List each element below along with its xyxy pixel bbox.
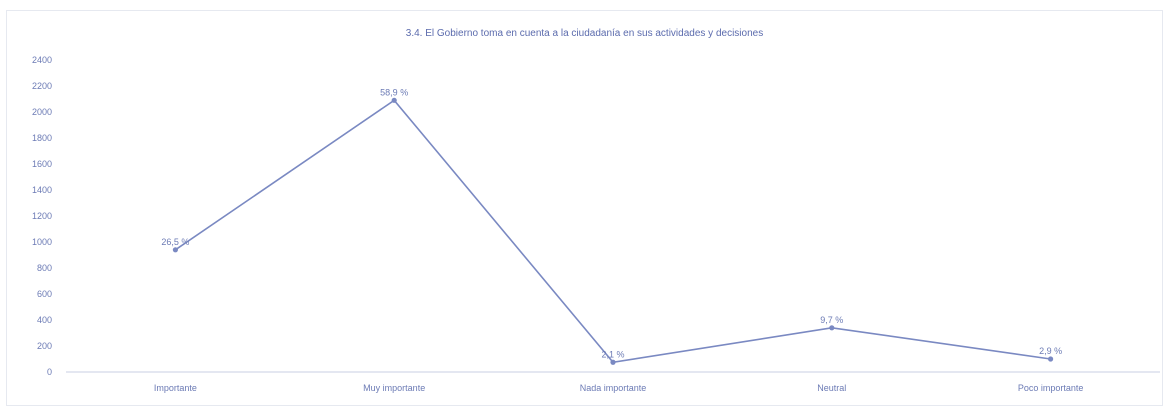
y-tick-label: 1000: [32, 237, 52, 247]
series-group: [172, 97, 1054, 365]
data-label: 2,1 %: [601, 349, 624, 359]
y-tick-label: 1200: [32, 211, 52, 221]
x-tick-label: Neutral: [817, 383, 846, 393]
data-labels: 26,5 % 58,9 % 2,1 % 9,7 % 2,9 %: [161, 87, 1062, 359]
chart-title: 3.4. El Gobierno toma en cuenta a la ciu…: [405, 28, 764, 39]
y-tick-label: 1600: [32, 159, 52, 169]
x-tick-label: Poco importante: [1018, 383, 1084, 393]
data-label: 9,7 %: [820, 315, 843, 325]
x-tick-label: Importante: [154, 383, 197, 393]
y-tick-label: 0: [47, 367, 52, 377]
data-point: [829, 325, 835, 331]
x-axis-ticks: Importante Muy importante Nada importante N…: [154, 383, 1083, 393]
y-tick-label: 600: [37, 289, 52, 299]
y-tick-label: 2000: [32, 107, 52, 117]
y-tick-label: 200: [37, 341, 52, 351]
y-tick-label: 2200: [32, 81, 52, 91]
y-tick-label: 1400: [32, 185, 52, 195]
x-tick-label: Nada importante: [580, 383, 647, 393]
data-point: [391, 97, 397, 103]
y-tick-label: 800: [37, 263, 52, 273]
data-label: 26,5 %: [161, 237, 189, 247]
series-line: [174, 99, 1051, 364]
data-point: [1048, 356, 1054, 362]
data-point: [172, 247, 178, 253]
y-tick-label: 400: [37, 315, 52, 325]
chart-frame: [6, 10, 1163, 406]
y-tick-label: 2400: [32, 55, 52, 65]
data-label: 2,9 %: [1039, 346, 1062, 356]
data-point: [610, 359, 616, 365]
x-tick-label: Muy importante: [363, 383, 425, 393]
data-label: 58,9 %: [380, 87, 408, 97]
y-tick-label: 1800: [32, 133, 52, 143]
y-axis-ticks: 0 200 400 600 800 1000 1200 1400 1600 1800 2000 220…: [32, 55, 52, 377]
